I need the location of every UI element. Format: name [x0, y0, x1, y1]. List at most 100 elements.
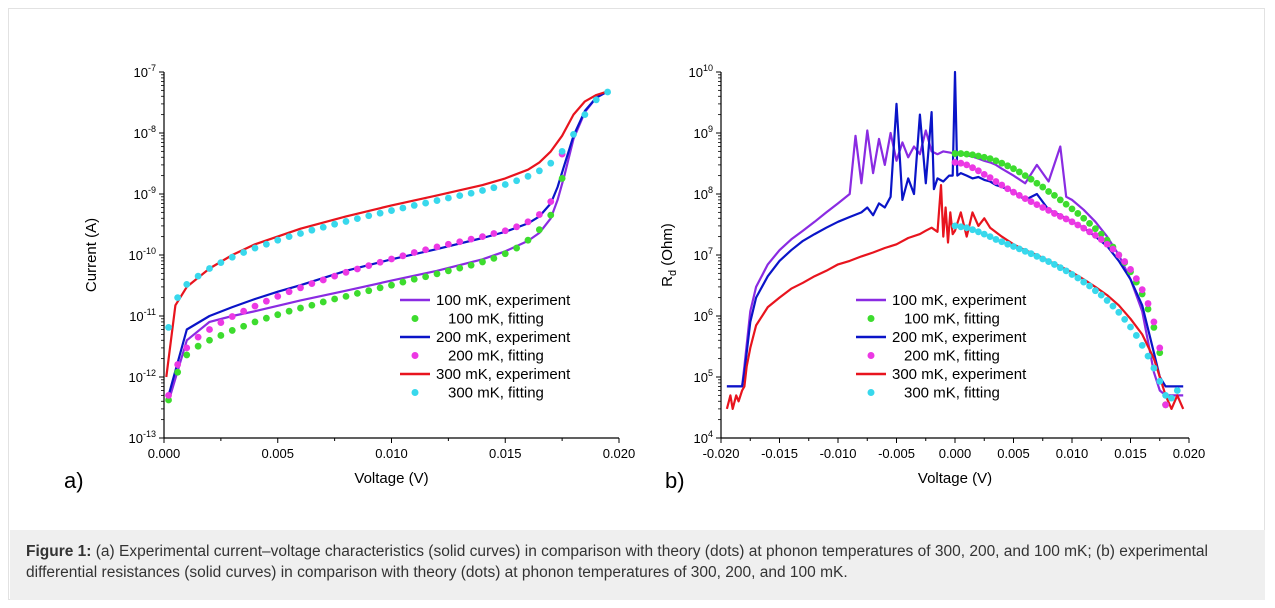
series-300-mk-fitting-point: [410, 202, 418, 209]
series-200-mk-fitting-point: [479, 233, 486, 241]
series-300-mk-fitting-point: [969, 226, 976, 234]
series-200-mk-fitting-point: [228, 313, 236, 320]
series-200-mk-fitting-point: [410, 249, 418, 256]
legend-entry: 100 mK, fitting: [448, 311, 544, 328]
series-300-mk-fitting-point: [1033, 252, 1041, 260]
series-300-mk-fitting-point: [228, 253, 236, 261]
y-tick-label: 10-8: [134, 124, 156, 141]
series-300-mk-fitting-point: [1150, 364, 1158, 372]
legend-entry: 200 mK, fitting: [904, 348, 1000, 365]
series-200-mk-fitting-point: [1150, 318, 1158, 326]
series-100-mk-fitting-point: [992, 157, 1000, 165]
legend-swatch-dot: [867, 352, 875, 359]
series-300-mk-fitting-point: [331, 220, 339, 228]
series-200-mk-fitting-point: [422, 246, 430, 254]
series-200-mk-fitting-point: [1103, 240, 1111, 248]
legend-entry: 200 mK, experiment: [892, 329, 1027, 346]
series-300-mk-fitting-point: [581, 111, 589, 119]
series-100-mk-fitting-point: [951, 150, 959, 157]
series-100-mk-fitting-point: [490, 254, 498, 262]
series-300-mk-fitting-point: [1021, 247, 1029, 255]
series-200-mk-fitting-point: [206, 326, 213, 333]
series-200-mk-fitting-point: [1144, 300, 1152, 307]
series-100-mk-fitting-point: [998, 159, 1006, 167]
series-200-mk-fitting-point: [1121, 258, 1129, 265]
series-300-mk-fitting-point: [986, 233, 994, 241]
series-200-mk-fitting-point: [240, 307, 248, 315]
series-200-mk-fitting-point: [1027, 198, 1035, 206]
series-100-mk-fitting-point: [262, 314, 270, 322]
series-100-mk-fitting-point: [1092, 225, 1099, 233]
series-100-mk-fitting-point: [365, 287, 373, 295]
series-200-mk-fitting-point: [399, 252, 407, 260]
series-100-mk-fitting-point: [433, 270, 441, 278]
series-200-mk-fitting-point: [174, 361, 182, 368]
y-tick-label: 10-10: [129, 246, 156, 263]
series-200-mk-fitting-point: [998, 181, 1006, 189]
panel-label: b): [665, 468, 685, 493]
series-100-mk-fitting-point: [297, 304, 304, 312]
figure-frame: [8, 8, 1265, 600]
series-100-mk-fitting-point: [194, 342, 202, 350]
series-200-mk-fitting-point: [513, 223, 521, 231]
series-200-mk-fitting-point: [992, 178, 1000, 185]
series-300-mk-fitting-point: [251, 244, 259, 252]
series-300-mk-fitting-point: [592, 96, 600, 104]
series-200-mk-fitting-point: [951, 158, 959, 166]
series-200-mk-fitting-point: [456, 238, 464, 246]
series-100-mk-fitting-point: [308, 301, 316, 309]
series-100-mk-fitting-point: [444, 267, 452, 275]
figure-canvas: 0.000 0.005 0.010 0.015 0.020 10-13 10-12 10-11…: [64, 63, 1205, 493]
y-tick-label: 105: [694, 368, 713, 385]
series-300-mk-fitting-point: [992, 236, 1000, 243]
series-300-mk-fitting-point: [399, 204, 407, 212]
series-300-mk-fitting-point: [1051, 261, 1058, 268]
series-100-mk-fitting-point: [513, 244, 521, 252]
x-axis-label: Voltage (V): [354, 470, 428, 487]
series-200-mk-fitting-point: [1062, 215, 1070, 223]
series-200-mk-fitting-point: [285, 288, 293, 296]
series-100-mk-fitting-point: [342, 292, 350, 300]
series-100-mk-fitting-point: [535, 226, 543, 234]
series-300-mk-fitting-point: [951, 222, 959, 230]
series-100-mk-fitting-point: [1086, 219, 1093, 227]
series-100-mk-fitting-point: [1062, 200, 1070, 208]
series-200-mk-fitting-point: [1162, 401, 1169, 409]
series-300-mk-fitting-point: [501, 181, 509, 188]
series-300-mk-fitting-point: [513, 177, 521, 185]
series-100-mk-fitting-point: [980, 153, 988, 161]
series-300-mk-fitting-point: [1109, 302, 1117, 310]
series-100-mk-fitting-point: [376, 284, 384, 292]
series-100-mk-fitting-point: [1039, 183, 1047, 191]
legend-entry: 100 mK, experiment: [436, 292, 571, 309]
series-200-mk-fitting-point: [376, 258, 384, 266]
series-100-mk-fitting-point: [274, 311, 282, 319]
series-100-mk-fitting-point: [1021, 172, 1029, 180]
legend-entry: 300 mK, experiment: [892, 366, 1027, 383]
series-200-mk-fitting-point: [1004, 185, 1012, 193]
series-100-mk-fitting-point: [969, 151, 976, 159]
series-200-mk-fitting-point: [183, 344, 191, 352]
series-300-mk-fitting-point: [975, 228, 982, 236]
y-tick-label: 1010: [689, 63, 713, 80]
series-200-mk-fitting-point: [308, 280, 316, 287]
series-300-mk-fitting-point: [1144, 352, 1152, 360]
series-100-mk-fitting-point: [558, 175, 566, 182]
legend-swatch-dot: [411, 389, 419, 396]
series-300-mk-fitting-point: [165, 324, 172, 331]
series-300-mk-fitting-point: [342, 218, 350, 225]
series-200-mk-fitting-point: [1127, 266, 1134, 273]
y-axis-label: Rd (Ohm): [659, 223, 679, 287]
series-200-mk-fitting-point: [1138, 286, 1146, 294]
series-200-mk-fitting-point: [547, 198, 555, 206]
series-200-mk-fitting-point: [1015, 191, 1023, 199]
x-tick-label: 0.010: [1056, 446, 1089, 461]
series-300-mk-fitting-point: [376, 209, 384, 217]
legend-entry: 200 mK, experiment: [436, 329, 571, 346]
x-axis-label: Voltage (V): [918, 470, 992, 487]
series-300-mk-fitting-point: [1074, 274, 1082, 282]
series-200-mk-fitting-point: [1156, 344, 1164, 352]
series-300-mk-fitting-point: [319, 223, 327, 231]
series-300-mk-fitting-point: [297, 230, 304, 237]
series-200-mk-fitting-point: [262, 297, 270, 305]
